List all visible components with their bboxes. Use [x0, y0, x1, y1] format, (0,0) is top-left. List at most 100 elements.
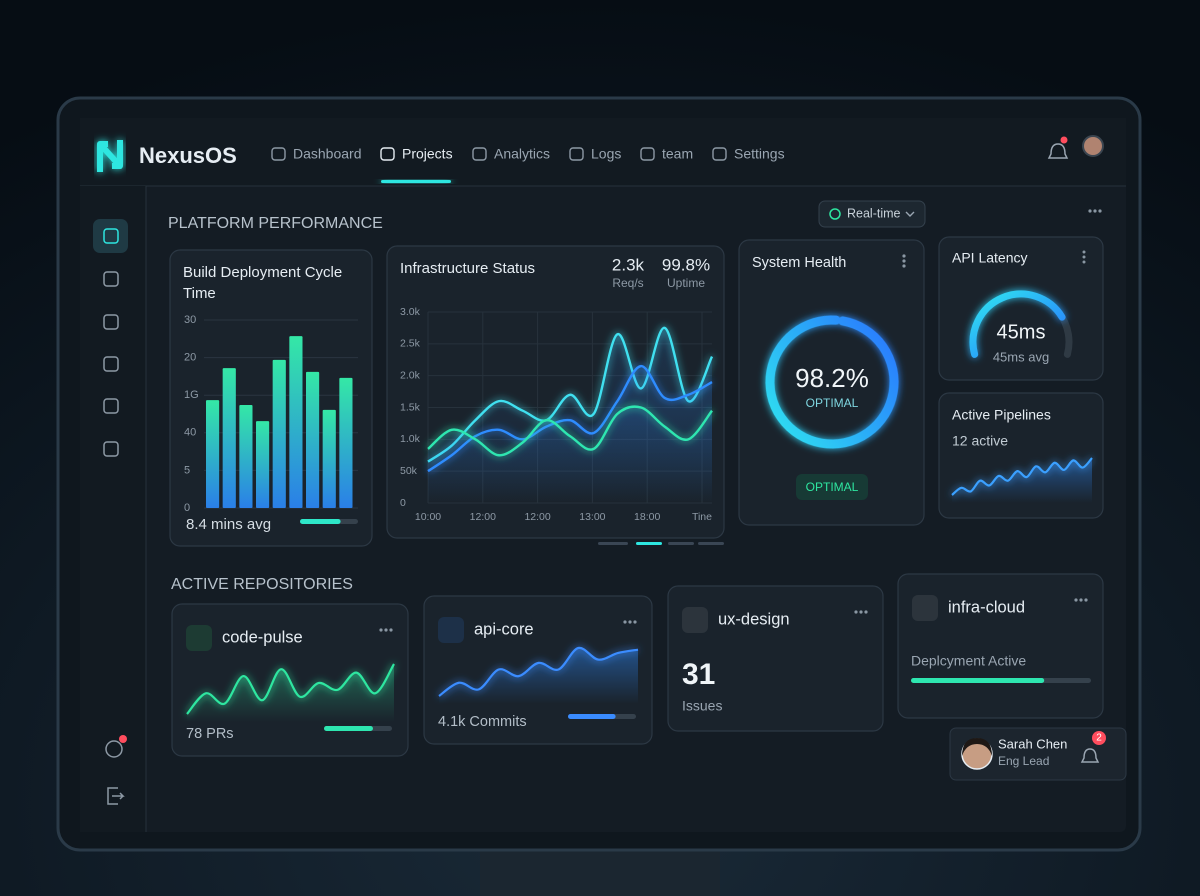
sidebar-icon[interactable]	[103, 271, 119, 287]
y-axis-label: 20	[184, 352, 196, 364]
sidebar-icon[interactable]	[103, 398, 119, 414]
mode-selector[interactable]	[818, 200, 926, 228]
build-card	[169, 249, 373, 547]
menu-dot	[864, 610, 868, 614]
card-title: System Health	[752, 255, 846, 271]
nav-icon	[472, 147, 487, 161]
sidebar-icon[interactable]	[103, 441, 119, 457]
bar	[306, 371, 320, 508]
menu-dot	[902, 264, 906, 268]
help-badge	[119, 735, 127, 743]
notification-count: 2	[1096, 733, 1102, 744]
card-title: API Latency	[952, 250, 1028, 266]
pager-dot[interactable]	[698, 542, 724, 545]
menu-dot	[1082, 250, 1086, 254]
sparkline-area	[952, 458, 1092, 503]
repo-name[interactable]: ux-design	[718, 610, 790, 628]
bar	[256, 421, 270, 508]
nav-icon	[380, 147, 395, 161]
mode-selector-label[interactable]: Real-time	[847, 206, 901, 220]
menu-dot	[623, 620, 627, 624]
progress-fill	[911, 678, 1045, 683]
repo-stat: 4.1k Commits	[438, 714, 527, 730]
section-title: ACTIVE REPOSITORIES	[171, 576, 353, 593]
repo-name[interactable]: infra-cloud	[948, 598, 1025, 616]
card-title: Active Pipelines	[952, 407, 1051, 423]
sparkline-area	[187, 664, 394, 722]
y-axis-label: 1G	[184, 389, 199, 401]
pager-dot[interactable]	[668, 542, 694, 545]
series-area	[428, 406, 712, 503]
nav-item[interactable]: Projects	[402, 146, 453, 162]
y-axis-label: 50k	[400, 465, 418, 477]
menu-dot	[1082, 255, 1086, 259]
menu-dot	[633, 620, 637, 624]
x-axis-label: 12:00	[470, 511, 496, 523]
header-avatar[interactable]	[1082, 135, 1104, 157]
bell-icon	[1047, 143, 1069, 159]
menu-dot	[854, 610, 858, 614]
y-axis-label: 1.0k	[400, 433, 421, 445]
repo-name[interactable]: code-pulse	[222, 628, 303, 646]
pager-dot[interactable]	[598, 542, 628, 545]
bar	[339, 377, 353, 508]
series-line	[427, 405, 713, 457]
bar	[206, 400, 220, 508]
bell-icon[interactable]	[1080, 748, 1100, 763]
brand-name: NexusOS	[139, 143, 237, 168]
x-axis-label: 13:00	[579, 511, 605, 523]
repo-icon	[186, 625, 212, 651]
sparkline	[951, 457, 1093, 496]
menu-dot	[859, 610, 863, 614]
y-axis-label: 40	[184, 427, 196, 439]
nav-item[interactable]: Dashboard	[293, 146, 362, 162]
repo-icon	[438, 617, 464, 643]
stat-label: Req/s	[612, 276, 643, 290]
y-axis-label: 5	[184, 464, 190, 476]
nav-item[interactable]: team	[662, 146, 693, 162]
menu-dot	[1079, 598, 1083, 602]
gauge-label: 45ms	[997, 321, 1046, 343]
menu-dot	[1093, 209, 1097, 213]
bell-badge	[1060, 136, 1068, 144]
help-icon[interactable]	[105, 740, 123, 758]
card-subtitle: 12 active	[952, 433, 1008, 449]
user-hair	[962, 738, 992, 756]
notification-badge	[1092, 731, 1106, 745]
repo-stat: Deplcyment Active	[911, 653, 1026, 669]
bar	[322, 409, 336, 508]
section-title: PLATFORM PERFORMANCE	[168, 215, 383, 232]
mode-icon	[829, 208, 841, 220]
menu-dot	[1088, 209, 1092, 213]
gauge-label: 98.2%	[795, 363, 869, 393]
sidebar-icon[interactable]	[103, 228, 119, 244]
repo-stat: Issues	[682, 698, 722, 714]
mode-chevron	[905, 211, 915, 217]
sidebar-icon[interactable]	[103, 356, 119, 372]
y-axis-label: 0	[400, 497, 406, 509]
sidebar-icon[interactable]	[103, 314, 119, 330]
card-title: Time	[183, 285, 216, 302]
header	[80, 118, 1126, 186]
bar	[289, 336, 303, 508]
nav-icon	[712, 147, 727, 161]
logout-icon[interactable]	[107, 787, 125, 805]
stat-value: 99.8%	[662, 255, 710, 274]
sidebar	[80, 186, 146, 832]
gauge-value	[765, 315, 899, 449]
progress-fill	[300, 519, 341, 524]
health-card	[738, 239, 925, 526]
repo-name[interactable]: api-core	[474, 620, 534, 638]
nav-icon	[569, 147, 584, 161]
nav-item[interactable]: Settings	[734, 146, 785, 162]
latency-card	[938, 236, 1104, 381]
nav-item[interactable]: Analytics	[494, 146, 550, 162]
menu-dot	[384, 628, 388, 632]
bar	[222, 368, 236, 508]
nav-item[interactable]: Logs	[591, 146, 621, 162]
pager-dot[interactable]	[636, 542, 662, 545]
x-axis-label: 10:00	[415, 511, 441, 523]
nav-icon	[271, 147, 286, 161]
sparkline	[438, 646, 639, 697]
